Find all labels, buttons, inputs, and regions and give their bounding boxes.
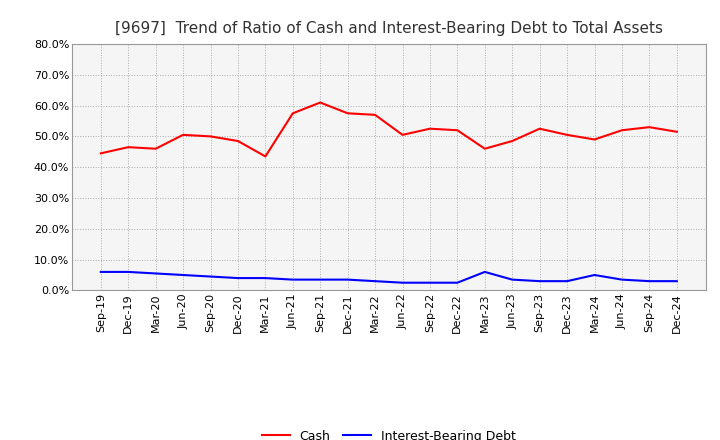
Interest-Bearing Debt [645, 279, 654, 284]
Interest-Bearing Debt [316, 277, 325, 282]
Interest-Bearing Debt [371, 279, 379, 284]
Cash [398, 132, 407, 137]
Interest-Bearing Debt [590, 272, 599, 278]
Interest-Bearing Debt [343, 277, 352, 282]
Interest-Bearing Debt [206, 274, 215, 279]
Cash [645, 125, 654, 130]
Cash [536, 126, 544, 131]
Interest-Bearing Debt [289, 277, 297, 282]
Interest-Bearing Debt [426, 280, 434, 286]
Cash [316, 100, 325, 105]
Interest-Bearing Debt [124, 269, 132, 275]
Cash [618, 128, 626, 133]
Legend: Cash, Interest-Bearing Debt: Cash, Interest-Bearing Debt [257, 425, 521, 440]
Cash [151, 146, 160, 151]
Interest-Bearing Debt [563, 279, 572, 284]
Interest-Bearing Debt [398, 280, 407, 286]
Title: [9697]  Trend of Ratio of Cash and Interest-Bearing Debt to Total Assets: [9697] Trend of Ratio of Cash and Intere… [114, 21, 663, 36]
Cash [371, 112, 379, 117]
Cash [563, 132, 572, 137]
Cash [453, 128, 462, 133]
Cash [426, 126, 434, 131]
Cash [124, 144, 132, 150]
Line: Cash: Cash [101, 103, 677, 156]
Cash [206, 134, 215, 139]
Cash [480, 146, 489, 151]
Interest-Bearing Debt [480, 269, 489, 275]
Interest-Bearing Debt [618, 277, 626, 282]
Cash [96, 150, 105, 156]
Interest-Bearing Debt [233, 275, 242, 281]
Interest-Bearing Debt [536, 279, 544, 284]
Cash [233, 138, 242, 143]
Interest-Bearing Debt [96, 269, 105, 275]
Interest-Bearing Debt [453, 280, 462, 286]
Cash [179, 132, 187, 137]
Cash [289, 110, 297, 116]
Interest-Bearing Debt [151, 271, 160, 276]
Cash [343, 110, 352, 116]
Cash [672, 129, 681, 135]
Interest-Bearing Debt [508, 277, 516, 282]
Cash [590, 137, 599, 142]
Cash [261, 154, 270, 159]
Line: Interest-Bearing Debt: Interest-Bearing Debt [101, 272, 677, 283]
Cash [508, 138, 516, 143]
Interest-Bearing Debt [179, 272, 187, 278]
Interest-Bearing Debt [672, 279, 681, 284]
Interest-Bearing Debt [261, 275, 270, 281]
